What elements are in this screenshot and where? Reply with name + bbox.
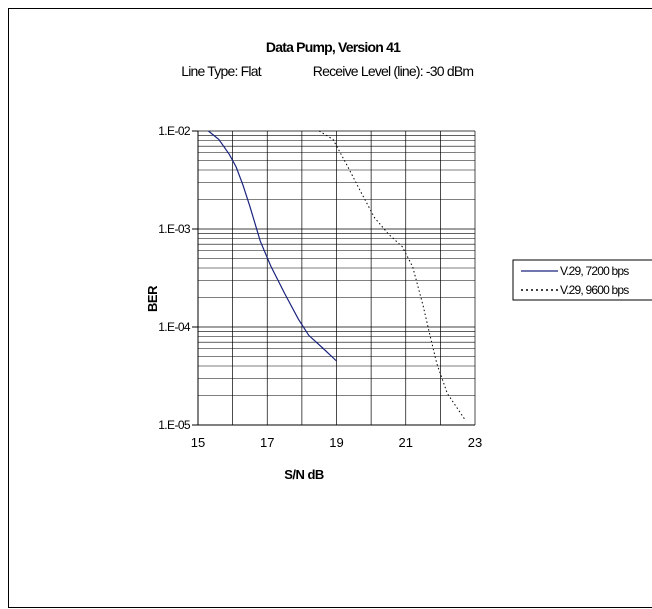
x-tick-label: 17 [260, 435, 274, 450]
y-axis-label: BER [145, 285, 160, 312]
chart-canvas: Data Pump, Version 41 Line Type: Flat Re… [145, 39, 652, 482]
legend-label-series-1: V.29, 7200 bps [560, 264, 629, 278]
series-line-2 [318, 130, 466, 420]
x-tick-label: 23 [468, 435, 482, 450]
x-tick-label: 21 [399, 435, 413, 450]
chart-title: Data Pump, Version 41 [266, 39, 401, 55]
x-axis-label: S/N dB [284, 467, 324, 482]
x-tick-label: 19 [329, 435, 343, 450]
y-tick-label: 1.E-04 [158, 320, 191, 334]
legend-box [512, 259, 652, 301]
series-line-1 [208, 130, 337, 362]
series-lines [208, 130, 466, 420]
chart-frame: Data Pump, Version 41 Line Type: Flat Re… [8, 8, 652, 608]
chart-subtitle-receive-level: Receive Level (line): -30 dBm [313, 63, 474, 79]
y-tick-label: 1.E-05 [158, 418, 191, 432]
y-tick-label: 1.E-02 [158, 124, 191, 138]
legend-label-series-2: V.29, 9600 bps [560, 283, 629, 297]
legend: V.29, 7200 bps V.29, 9600 bps [512, 259, 652, 301]
chart-subtitle-line-type: Line Type: Flat [181, 63, 261, 79]
x-tick-label: 15 [191, 435, 205, 450]
y-tick-label: 1.E-03 [158, 222, 191, 236]
